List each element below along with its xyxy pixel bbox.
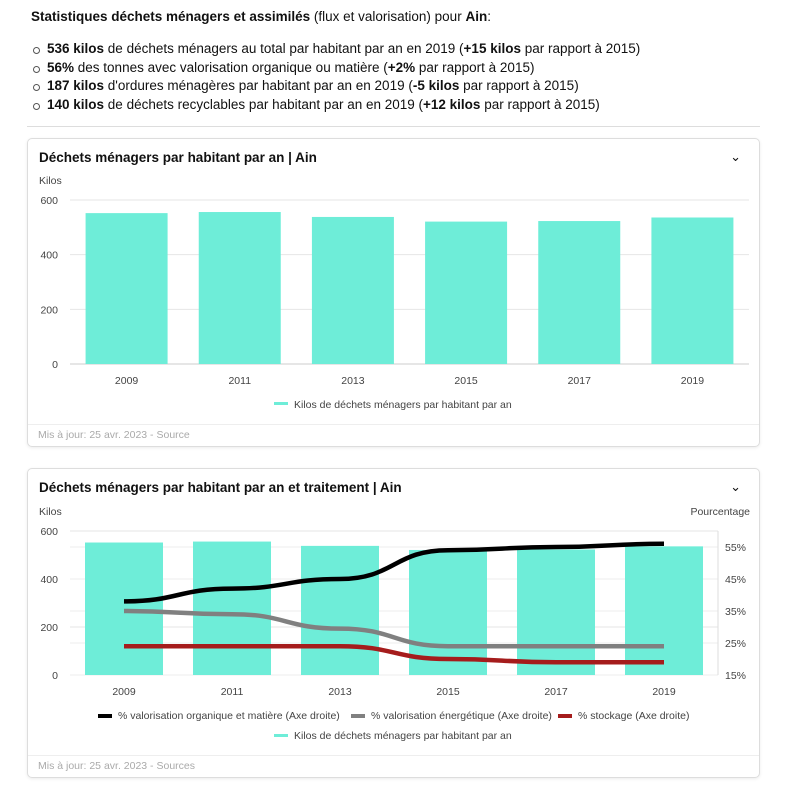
chevron-down-icon[interactable]: ⌄ [730,149,741,164]
y-tick-label: 600 [40,195,58,207]
y2-tick-label: 25% [725,638,746,650]
stat-text: par rapport à 2015) [480,96,600,112]
y-tick-label: 0 [52,670,58,682]
intro-bold: Statistiques déchets ménagers et assimil… [31,9,311,24]
bar-chart: Kilos 0 200 400 600 2009 2011 2013 2015 2017 2019 K… [39,175,749,411]
legend-swatch [98,714,112,718]
legend-label: % valorisation organique et matière (Axe… [118,710,340,722]
legend-swatch [274,734,288,737]
series-line [124,643,664,665]
x-tick-label: 2015 [436,686,460,698]
stat-text: des tonnes avec valorisation organique o… [74,59,388,75]
update-footer: Mis à jour: 25 avr. 2023 - Sources [28,755,759,777]
stat-item: 536 kilos de déchets ménagers au total p… [31,40,640,59]
legend-swatch [351,714,365,718]
x-tick-label: 2009 [115,375,139,387]
legend-swatch [558,714,572,718]
stat-text: par rapport à 2015) [415,59,535,75]
y2-tick-label: 15% [725,670,746,682]
y-tick-label: 600 [40,526,58,538]
bar [198,212,281,364]
y2-axis-label: Pourcentage [690,506,750,518]
bar [625,546,703,675]
stat-value: 56% [47,59,75,75]
stat-text: par rapport à 2015) [520,41,641,56]
y2-tick-label: 45% [725,574,746,586]
intro-text: (flux et valorisation) pour [310,9,466,24]
stat-value: 140 kilos [47,96,105,112]
y-tick-label: 200 [40,622,58,634]
y-axis-label: Kilos [39,175,62,187]
x-tick-label: 2019 [681,375,705,387]
stat-item: 56% des tonnes avec valorisation organiq… [31,59,640,78]
combo-chart: Kilos Pourcentage 0 200 400 600 15% 25% 35% 45% 55… [39,506,750,742]
y-tick-label: 0 [52,359,58,371]
chevron-down-icon[interactable]: ⌄ [730,479,741,494]
legend-swatch [274,402,288,405]
stat-text: de déchets ménagers au total par habitan… [104,41,464,56]
x-tick-label: 2013 [328,686,352,698]
stat-text: d'ordures ménagères par habitant par an … [104,78,413,93]
y-tick-label: 400 [40,250,58,262]
stat-delta: +15 kilos [463,41,521,56]
stat-value: 536 kilos [47,41,105,56]
bar [517,549,595,675]
intro-colon: : [487,9,491,24]
x-tick-label: 2009 [112,686,136,698]
stat-text: par rapport à 2015) [459,78,579,93]
series-line [123,608,664,649]
x-tick-label: 2017 [568,375,592,387]
x-tick-label: 2019 [652,686,676,698]
bar [425,221,508,364]
stat-delta: -5 kilos [412,78,460,93]
stat-item: 187 kilos d'ordures ménagères par habita… [31,77,640,96]
stat-delta: +12 kilos [423,96,481,112]
y-tick-label: 400 [40,574,58,586]
series-line [123,541,665,604]
legend-label: Kilos de déchets ménagers par habitant p… [294,730,512,742]
chart-card-2: Kilos Pourcentage 0 200 400 600 15% 25% 35% 45% 55… [27,468,760,778]
chart-card-1: Kilos 0 200 400 600 2009 2011 2013 2015 2017 2019 K… [27,138,760,447]
stat-value: 187 kilos [47,78,105,93]
y2-tick-label: 55% [725,542,746,554]
legend-label: % stockage (Axe droite) [578,710,689,722]
bar [193,541,271,675]
x-tick-label: 2013 [341,375,365,387]
intro-place: Ain [465,9,488,24]
x-tick-label: 2017 [544,686,568,698]
stat-text: de déchets recyclables par habitant par … [104,96,424,112]
chart-title: Déchets ménagers par habitant par an et … [39,480,402,495]
legend-label: % valorisation énergétique (Axe droite) [371,710,552,722]
divider [27,126,760,127]
x-tick-label: 2011 [221,686,244,698]
x-tick-label: 2015 [454,375,478,387]
bar [538,221,621,364]
chart-title: Déchets ménagers par habitant par an | A… [39,150,317,165]
bar [85,213,168,364]
bar [409,549,487,675]
y2-tick-label: 35% [725,606,746,618]
bar [301,545,379,675]
stat-item: 140 kilos de déchets recyclables par hab… [31,96,640,115]
legend-label: Kilos de déchets ménagers par habitant p… [294,399,512,411]
y-axis-label: Kilos [39,506,62,518]
y-tick-label: 200 [40,304,58,316]
x-tick-label: 2011 [228,375,251,387]
bar [651,217,734,364]
bar [311,216,394,364]
update-footer: Mis à jour: 25 avr. 2023 - Source [28,424,759,446]
stats-list: 536 kilos de déchets ménagers au total p… [31,40,640,114]
stat-delta: +2% [387,59,416,75]
intro-heading: Statistiques déchets ménagers et assimil… [31,9,491,24]
